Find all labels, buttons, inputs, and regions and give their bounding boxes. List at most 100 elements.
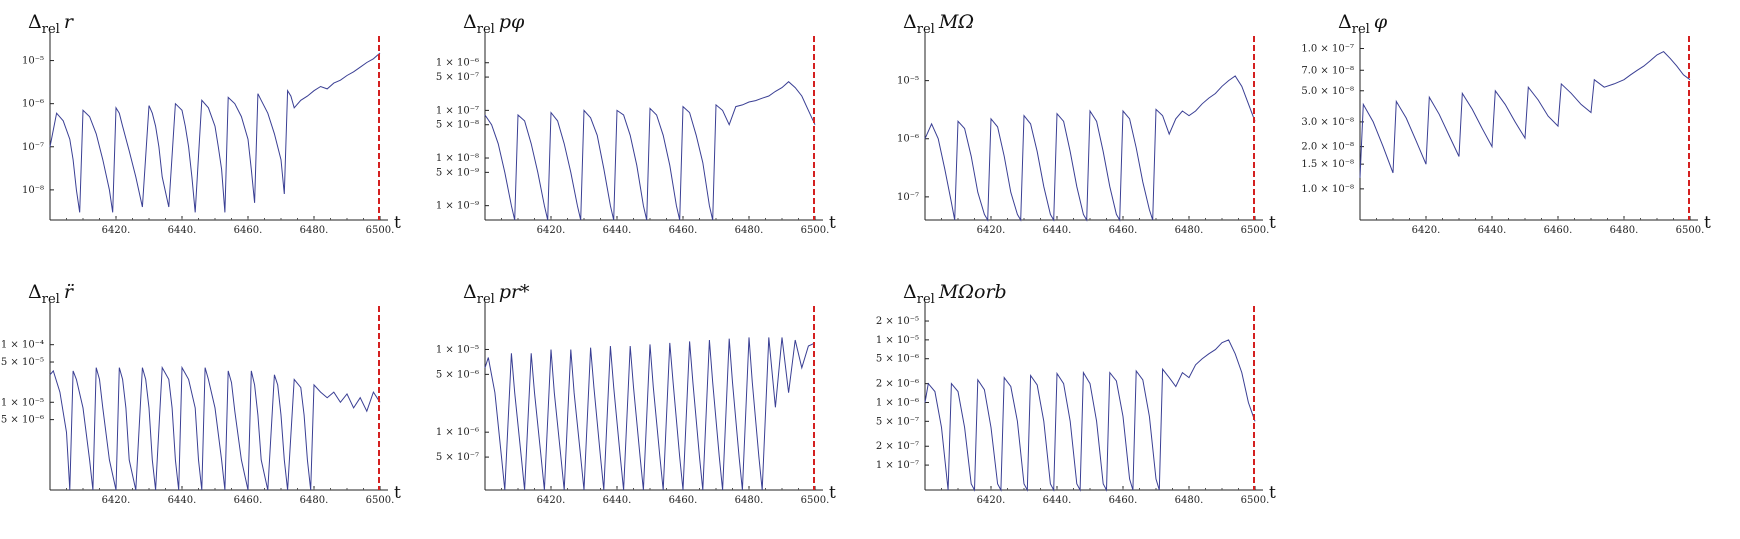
- x-tick-label: 6460.: [669, 495, 698, 506]
- y-tick-label: 5 × 10⁻⁵: [1, 357, 44, 368]
- chart-panel-delta-r-ddot: Δrel r̈ 6420. 6440. 6460. 6480. 6500. t 1 × 10⁻⁴…: [0, 270, 430, 535]
- x-tick-label: 6420.: [1412, 225, 1441, 236]
- y-tick-label: 1 × 10⁻⁶: [436, 58, 479, 69]
- chart-panel-delta-m-omega-orb: Δrel MΩorb 6420. 6440. 6460. 6480. 6500. t 2 × 1…: [875, 270, 1305, 535]
- chart-title: Δrel MΩorb: [903, 281, 1007, 307]
- y-tick-label: 10⁻⁵: [897, 76, 919, 87]
- x-tick-label: 6460.: [234, 225, 263, 236]
- y-tick-label: 1 × 10⁻⁷: [876, 460, 919, 471]
- x-tick-label: 6500.: [801, 495, 830, 506]
- series-line: [484, 81, 816, 221]
- chart-title: Δrel r: [28, 11, 75, 37]
- x-tick-label: 6460.: [234, 495, 263, 506]
- y-tick-label: 1 × 10⁻⁵: [436, 344, 479, 355]
- chart-svg: Δrel r̈ 6420. 6440. 6460. 6480. 6500. t 1 × 10⁻⁴…: [1, 281, 401, 506]
- x-tick-label: 6480.: [1610, 225, 1639, 236]
- x-tick-label: 6420.: [977, 495, 1006, 506]
- x-tick-label: 6480.: [300, 495, 329, 506]
- x-tick-label: 6500.: [366, 225, 395, 236]
- y-tick-label: 1 × 10⁻⁸: [436, 153, 479, 164]
- series-line: [924, 339, 1256, 492]
- chart-svg: Δrel pr* 6420. 6440. 6460. 6480. 6500. t 1 × 10⁻…: [436, 281, 836, 506]
- y-tick-label: 5 × 10⁻⁶: [1, 415, 44, 426]
- x-axis-label: t: [1269, 483, 1276, 503]
- x-axis-label: t: [1269, 213, 1276, 233]
- chart-svg: Δrel r 6420. 6440. 6460. 6480. 6500. t 10⁻⁵ 10⁻⁶ 1…: [22, 11, 401, 236]
- x-tick-label: 6480.: [1175, 495, 1204, 506]
- y-tick-label: 1.5 × 10⁻⁸: [1301, 159, 1354, 170]
- x-tick-label: 6460.: [669, 225, 698, 236]
- x-tick-label: 6480.: [735, 225, 764, 236]
- x-tick-label: 6440.: [1043, 495, 1072, 506]
- chart-panel-delta-p-phi: Δrel pφ 6420. 6440. 6460. 6480. 6500. t 1 × 10⁻⁶…: [435, 0, 865, 265]
- chart-svg: Δrel MΩ 6420. 6440. 6460. 6480. 6500. t 10⁻⁵ 10⁻⁶…: [897, 11, 1276, 236]
- x-tick-label: 6480.: [300, 225, 329, 236]
- x-tick-label: 6500.: [801, 225, 830, 236]
- y-tick-label: 5 × 10⁻⁷: [436, 452, 479, 463]
- x-tick-label: 6440.: [1043, 225, 1072, 236]
- y-tick-label: 1 × 10⁻⁹: [436, 201, 479, 212]
- y-tick-label: 2 × 10⁻⁶: [876, 379, 919, 390]
- series-line: [49, 365, 381, 491]
- x-tick-label: 6420.: [537, 495, 566, 506]
- series-line: [924, 75, 1256, 222]
- y-tick-label: 1 × 10⁻⁷: [436, 105, 479, 116]
- x-tick-label: 6420.: [102, 495, 131, 506]
- y-tick-label: 5 × 10⁻⁷: [876, 416, 919, 427]
- chart-title: Δrel MΩ: [903, 11, 974, 37]
- chart-title: Δrel r̈: [28, 281, 75, 307]
- y-tick-label: 5.0 × 10⁻⁸: [1301, 86, 1354, 97]
- series-line: [49, 52, 381, 213]
- y-tick-label: 1 × 10⁻⁵: [1, 397, 44, 408]
- y-tick-label: 10⁻⁶: [22, 99, 44, 110]
- y-tick-label: 1 × 10⁻⁵: [876, 335, 919, 346]
- chart-svg: Δrel φ 6420. 6440. 6460. 6480. 6500. t 1.0 × 10⁻…: [1301, 11, 1711, 236]
- y-tick-label: 10⁻⁸: [22, 185, 44, 196]
- chart-title: Δrel pr*: [463, 281, 530, 307]
- y-tick-label: 5 × 10⁻⁸: [436, 120, 479, 131]
- x-tick-label: 6440.: [168, 225, 197, 236]
- x-axis-label: t: [394, 213, 401, 233]
- y-tick-label: 3.0 × 10⁻⁸: [1301, 117, 1354, 128]
- x-tick-label: 6420.: [537, 225, 566, 236]
- chart-panel-delta-phi: Δrel φ 6420. 6440. 6460. 6480. 6500. t 1.0 × 10⁻…: [1301, 0, 1740, 265]
- chart-svg: Δrel MΩorb 6420. 6440. 6460. 6480. 6500. t 2 × 1…: [876, 281, 1276, 506]
- y-tick-label: 2 × 10⁻⁵: [876, 316, 919, 327]
- y-tick-label: 1 × 10⁻⁶: [876, 397, 919, 408]
- x-tick-label: 6420.: [102, 225, 131, 236]
- x-tick-label: 6460.: [1109, 495, 1138, 506]
- x-tick-label: 6420.: [977, 225, 1006, 236]
- y-tick-label: 2 × 10⁻⁷: [876, 441, 919, 452]
- y-tick-label: 5 × 10⁻⁶: [876, 354, 919, 365]
- x-axis-label: t: [829, 483, 836, 503]
- y-tick-label: 10⁻⁶: [897, 134, 919, 145]
- x-tick-label: 6440.: [1478, 225, 1507, 236]
- y-tick-label: 10⁻⁷: [22, 142, 44, 153]
- x-tick-label: 6480.: [1175, 225, 1204, 236]
- y-tick-label: 7.0 × 10⁻⁸: [1301, 65, 1354, 76]
- series-line: [1359, 50, 1691, 178]
- chart-title: Δrel pφ: [463, 11, 525, 37]
- y-tick-label: 5 × 10⁻⁹: [436, 167, 479, 178]
- x-axis-label: t: [394, 483, 401, 503]
- x-tick-label: 6500.: [366, 495, 395, 506]
- chart-panel-delta-p-r-star: Δrel pr* 6420. 6440. 6460. 6480. 6500. t 1 × 10⁻…: [435, 270, 865, 535]
- y-tick-label: 1.0 × 10⁻⁷: [1301, 44, 1354, 55]
- y-tick-label: 1 × 10⁻⁶: [436, 427, 479, 438]
- y-tick-label: 1 × 10⁻⁴: [1, 340, 44, 351]
- x-tick-label: 6500.: [1241, 495, 1270, 506]
- y-tick-label: 5 × 10⁻⁶: [436, 369, 479, 380]
- x-tick-label: 6500.: [1676, 225, 1705, 236]
- series-line: [484, 337, 816, 491]
- x-tick-label: 6440.: [168, 495, 197, 506]
- x-tick-label: 6440.: [603, 495, 632, 506]
- x-tick-label: 6460.: [1544, 225, 1573, 236]
- chart-title: Δrel φ: [1338, 11, 1388, 37]
- x-axis-label: t: [1704, 213, 1711, 233]
- y-tick-label: 1.0 × 10⁻⁸: [1301, 184, 1354, 195]
- y-tick-label: 5 × 10⁻⁷: [436, 72, 479, 83]
- x-tick-label: 6440.: [603, 225, 632, 236]
- x-axis-label: t: [829, 213, 836, 233]
- x-tick-label: 6500.: [1241, 225, 1270, 236]
- chart-svg: Δrel pφ 6420. 6440. 6460. 6480. 6500. t 1 × 10⁻⁶…: [436, 11, 836, 236]
